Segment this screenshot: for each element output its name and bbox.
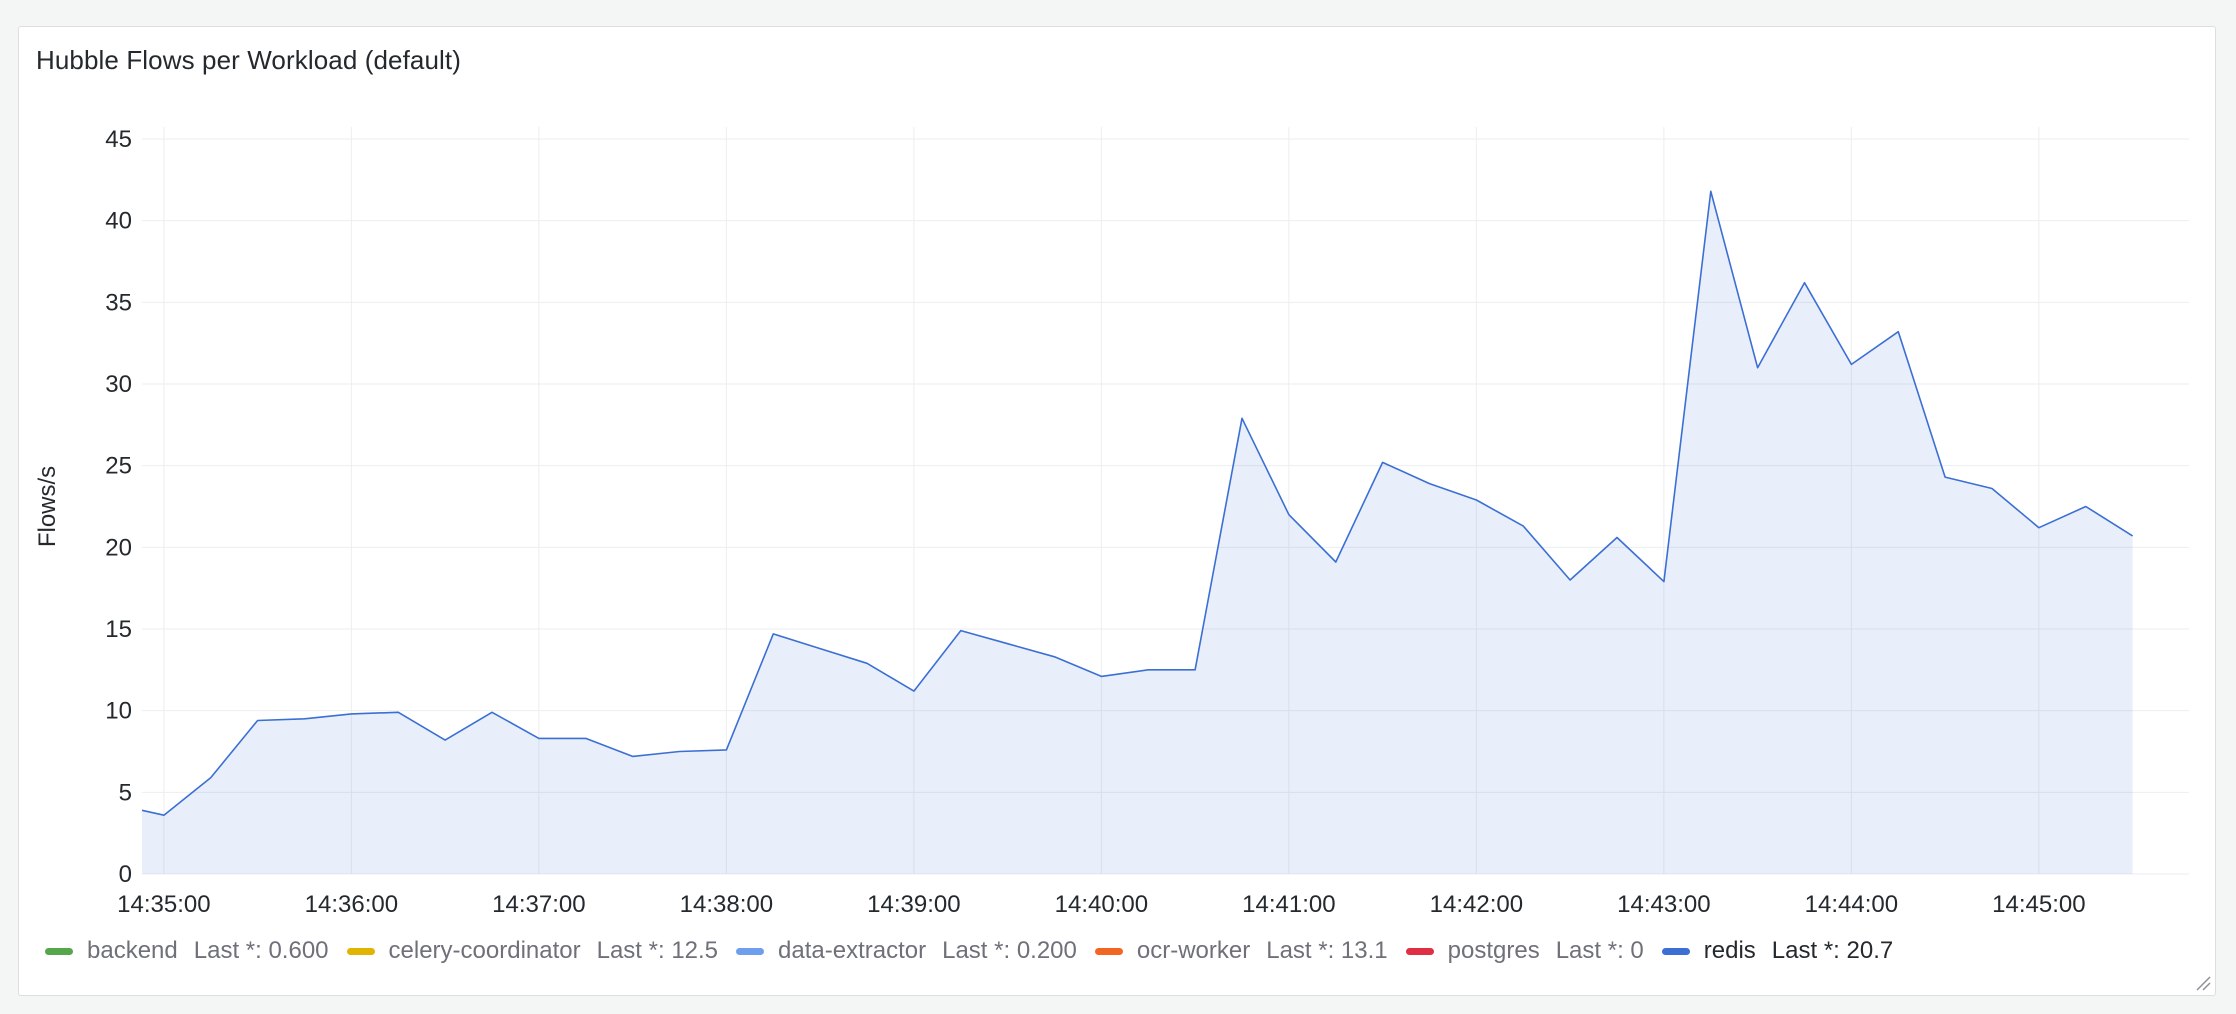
y-tick-label: 25: [105, 453, 132, 480]
legend-item-redis[interactable]: redis Last *: 20.7: [1661, 937, 1894, 965]
x-tick-label: 14:40:00: [1055, 891, 1148, 918]
y-tick-label: 40: [105, 208, 132, 235]
x-tick-label: 14:36:00: [305, 891, 398, 918]
legend-last-value: Last *: 20.7: [1771, 937, 1894, 964]
legend-last-value: Last *: 0.200: [942, 937, 1077, 964]
legend-label: backend: [87, 937, 178, 964]
x-tick-label: 14:37:00: [492, 891, 585, 918]
legend-label: data-extractor: [778, 937, 927, 964]
x-tick-label: 14:45:00: [1992, 891, 2085, 918]
chart-panel: Hubble Flows per Workload (default) 0 5 10…: [18, 26, 2216, 996]
legend-swatch: [736, 947, 765, 955]
y-tick-label: 10: [105, 698, 132, 725]
series-line-redis: [141, 190, 2134, 816]
legend-label: redis: [1703, 937, 1756, 964]
legend-last-value: Last *: 0.600: [193, 937, 329, 964]
chart-svg: 0 5 10 15 20 25 30 35 40 45 14:35:00 14:36:00 14:37:…: [34, 126, 2189, 918]
legend-swatch: [1405, 947, 1434, 955]
legend-swatch: [45, 947, 73, 955]
y-tick-label: 5: [119, 779, 132, 806]
legend-swatch: [1661, 947, 1690, 955]
y-tick-label: 45: [105, 126, 132, 153]
x-tick-label: 14:38:00: [680, 891, 773, 918]
x-tick-label: 14:35:00: [117, 891, 210, 918]
x-tick-label: 14:41:00: [1242, 891, 1335, 918]
legend-swatch: [1094, 947, 1123, 955]
legend-last-value: Last *: 13.1: [1266, 937, 1388, 964]
legend-label: ocr-worker: [1136, 937, 1251, 964]
y-axis-label: Flows/s: [34, 466, 61, 547]
y-tick-label: 35: [105, 289, 132, 316]
y-tick-label: 30: [105, 371, 132, 398]
resize-handle-icon[interactable]: [2193, 973, 2211, 991]
legend-item-celery-coordinator[interactable]: celery-coordinator Last *: 12.5: [346, 937, 719, 965]
y-tick-label: 0: [119, 861, 132, 888]
legend-swatch: [346, 947, 375, 955]
panel-title[interactable]: Hubble Flows per Workload (default): [36, 45, 461, 75]
x-tick-label: 14:39:00: [867, 891, 960, 918]
x-tick-label: 14:43:00: [1617, 891, 1710, 918]
legend-label: celery-coordinator: [388, 937, 581, 964]
legend-item-backend[interactable]: backend Last *: 0.600: [45, 937, 329, 965]
y-tick-label: 20: [105, 534, 132, 561]
legend-label: postgres: [1447, 937, 1540, 964]
legend-last-value: Last *: 0: [1555, 937, 1644, 964]
y-tick-label: 15: [105, 616, 132, 643]
legend-last-value: Last *: 12.5: [596, 937, 719, 964]
legend: backend Last *: 0.600 celery-coordinator…: [45, 937, 1911, 965]
legend-item-data-extractor[interactable]: data-extractor Last *: 0.200: [736, 937, 1077, 965]
x-tick-label: 14:44:00: [1805, 891, 1898, 918]
series-area-redis: [142, 191, 2133, 875]
legend-item-ocr-worker[interactable]: ocr-worker Last *: 13.1: [1094, 937, 1388, 965]
legend-item-postgres[interactable]: postgres Last *: 0: [1405, 937, 1644, 965]
x-tick-label: 14:42:00: [1430, 891, 1523, 918]
